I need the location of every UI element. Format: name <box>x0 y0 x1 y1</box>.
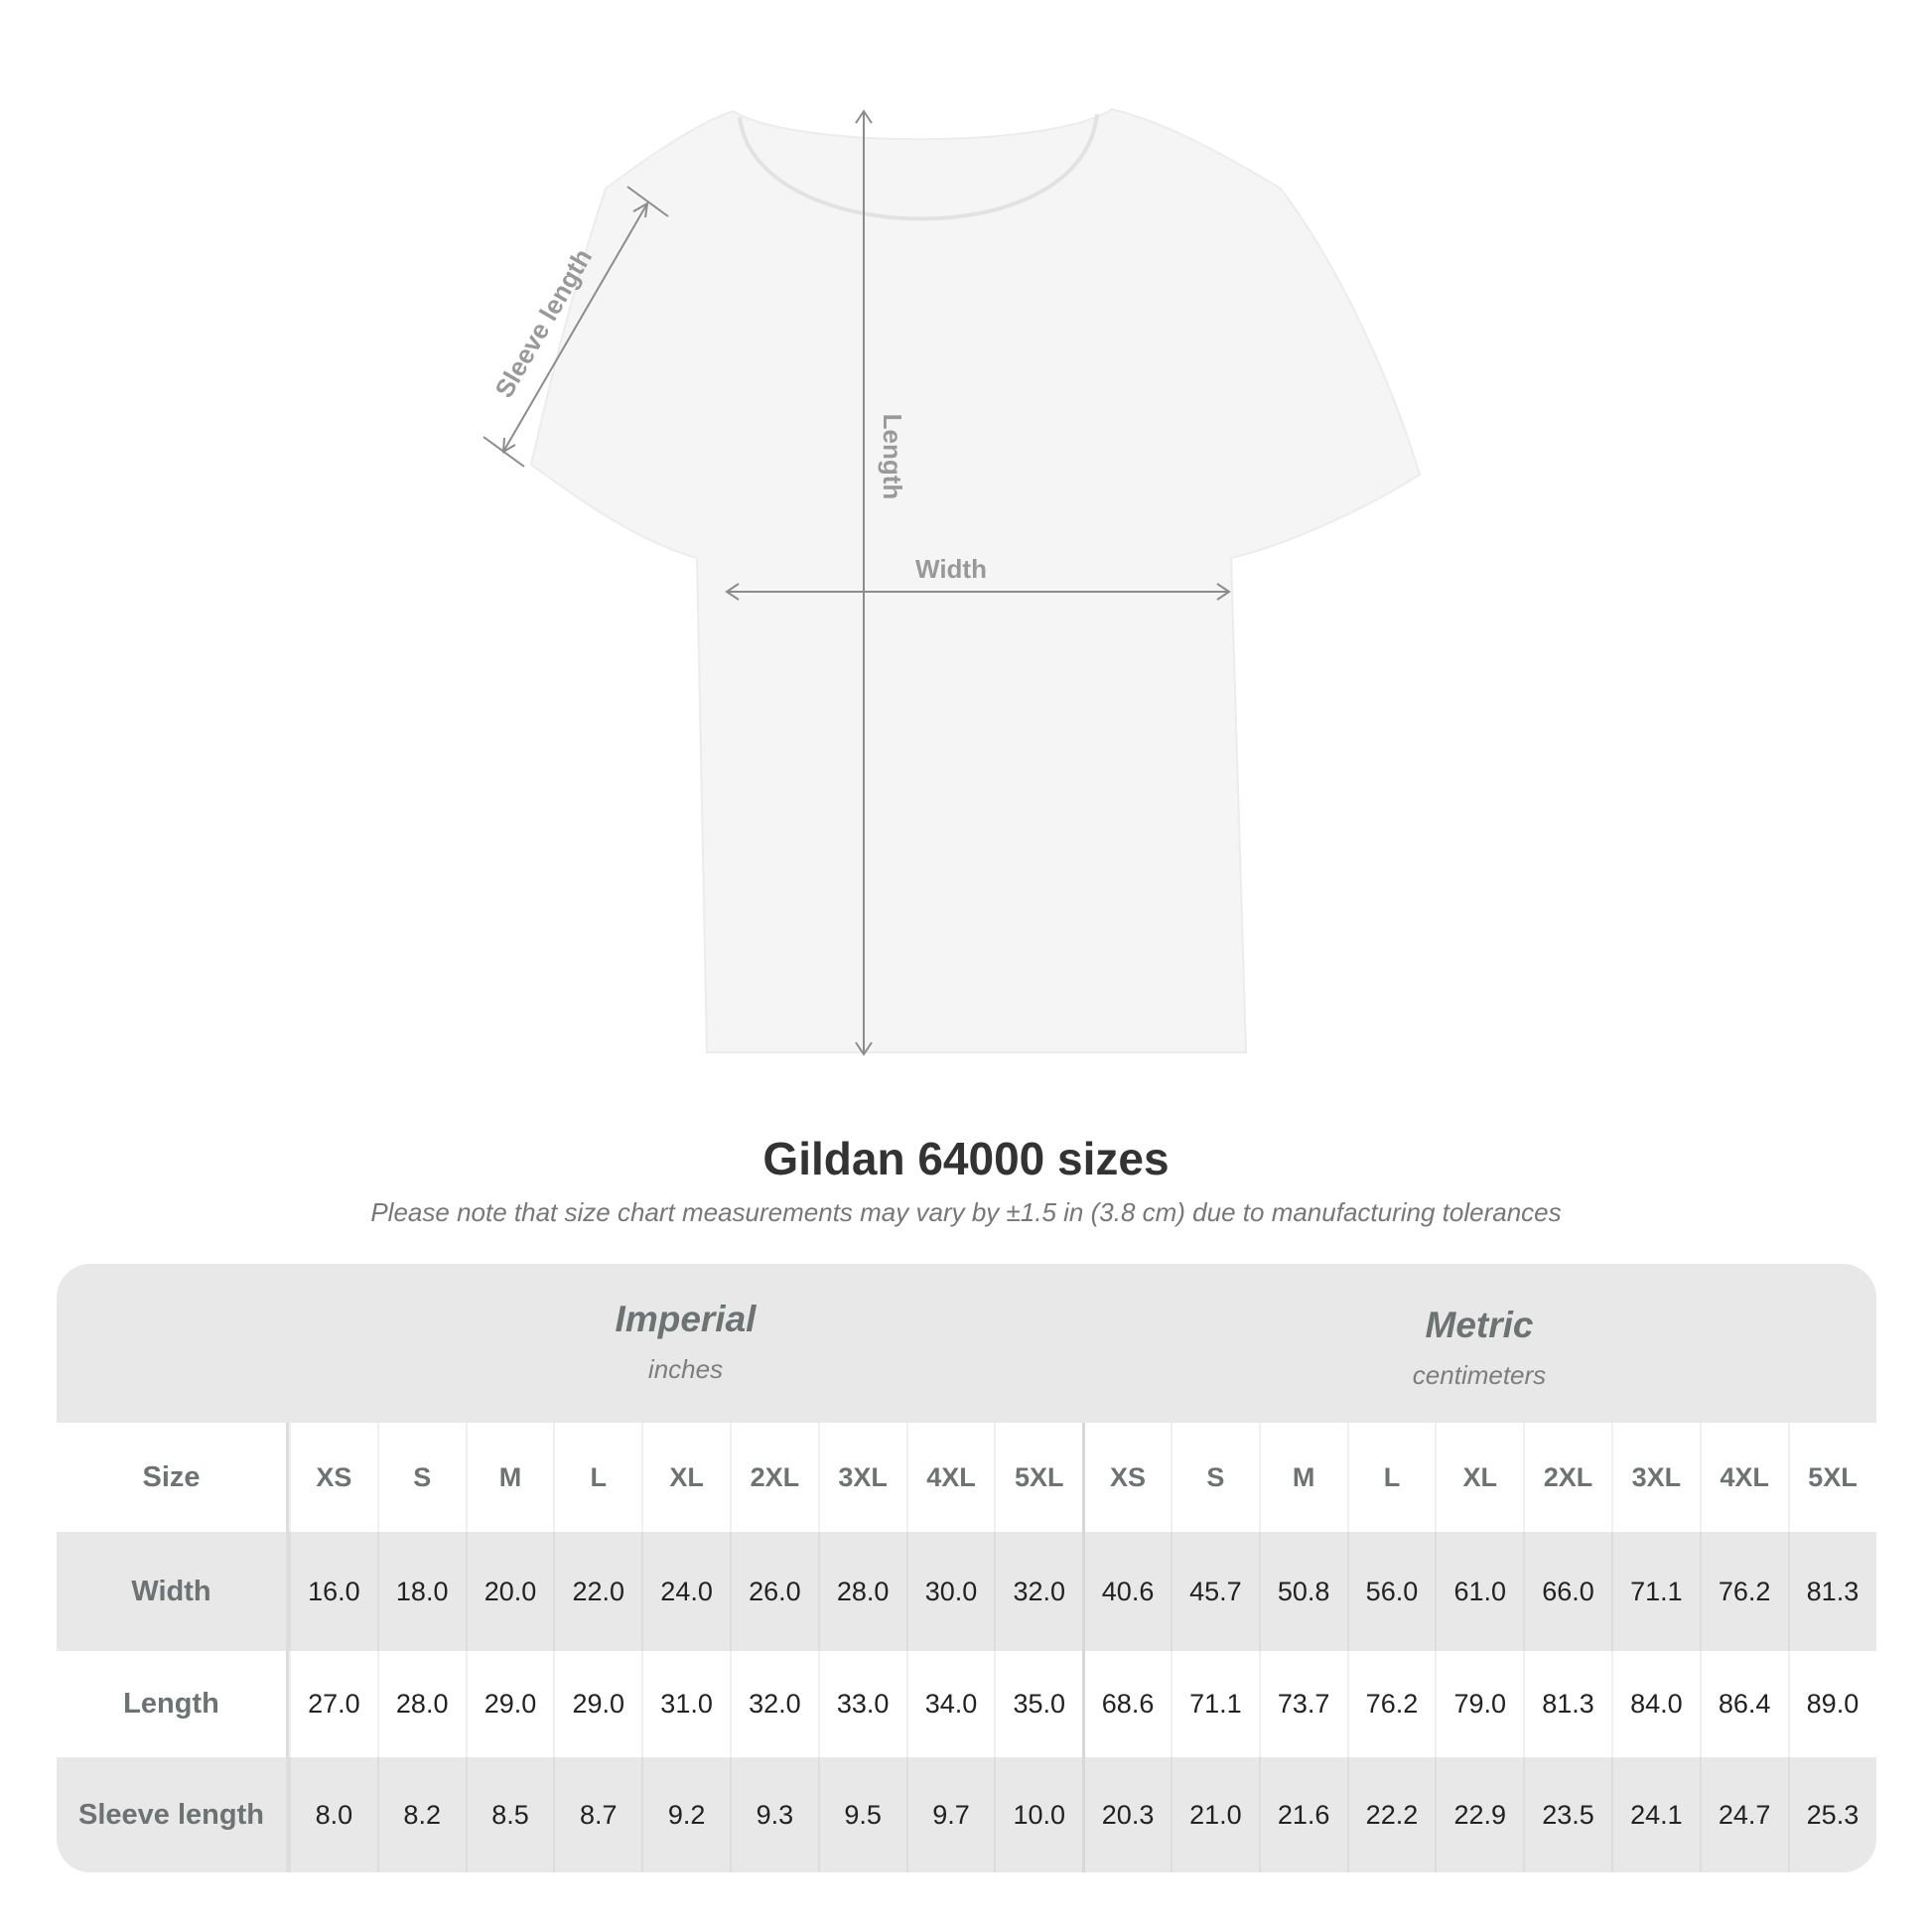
table-cell: L <box>1346 1423 1436 1532</box>
table-cell: XS <box>1082 1423 1171 1532</box>
table-cell: 21.6 <box>1258 1757 1347 1872</box>
tshirt-shape <box>529 107 1422 1053</box>
table-cell: 2XL <box>729 1423 818 1532</box>
table-cell: 21.0 <box>1170 1757 1259 1872</box>
table-cell: 56.0 <box>1346 1532 1436 1651</box>
row-label: Size <box>57 1423 289 1532</box>
table-cell: 8.2 <box>376 1757 466 1872</box>
table-cell: XL <box>1435 1423 1523 1532</box>
table-cell: 26.0 <box>729 1532 818 1651</box>
table-cell: 45.7 <box>1170 1532 1259 1651</box>
table-cell: 16.0 <box>289 1532 377 1651</box>
table-cell: 5XL <box>1787 1423 1876 1532</box>
table-cell: 32.0 <box>729 1651 818 1757</box>
table-cell: 68.6 <box>1082 1651 1171 1757</box>
table-cell: 9.7 <box>905 1757 995 1872</box>
table-cell: 23.5 <box>1523 1757 1611 1872</box>
table-cell: 40.6 <box>1082 1532 1171 1651</box>
table-cell: 76.2 <box>1346 1651 1436 1757</box>
table-cell: 20.0 <box>465 1532 554 1651</box>
size-table: Imperial inches Metric centimeters Size X… <box>57 1264 1876 1872</box>
table-cell: 24.1 <box>1610 1757 1700 1872</box>
table-cell: XS <box>289 1423 377 1532</box>
table-cell: 9.5 <box>817 1757 906 1872</box>
table-row: Length 27.0 28.0 29.0 29.0 31.0 32.0 33.0 34.0 35… <box>57 1651 1876 1757</box>
table-cell: 2XL <box>1523 1423 1611 1532</box>
table-row: Sleeve length 8.0 8.2 8.5 8.7 9.2 9.3 9.5 9.7 10.… <box>57 1757 1876 1872</box>
neckline <box>738 113 1099 221</box>
length-label: Length <box>878 414 907 500</box>
table-cell: 73.7 <box>1258 1651 1347 1757</box>
table-cell: 30.0 <box>905 1532 995 1651</box>
table-cell: 76.2 <box>1699 1532 1788 1651</box>
row-label: Length <box>57 1651 289 1757</box>
table-header: Imperial inches Metric centimeters <box>57 1264 1876 1423</box>
table-cell: 50.8 <box>1258 1532 1347 1651</box>
page-title: Gildan 64000 sizes <box>762 1133 1170 1184</box>
table-cell: 9.2 <box>641 1757 730 1872</box>
table-cell: 28.0 <box>376 1651 466 1757</box>
table-cell: 61.0 <box>1435 1532 1523 1651</box>
row-label: Width <box>57 1532 289 1651</box>
table-cell: 33.0 <box>817 1651 906 1757</box>
table-cell: L <box>553 1423 641 1532</box>
table-cell: 84.0 <box>1610 1651 1700 1757</box>
table-cell: 3XL <box>817 1423 906 1532</box>
table-cell: 20.3 <box>1082 1757 1171 1872</box>
table-cell: 10.0 <box>994 1757 1082 1872</box>
table-cell: 9.3 <box>729 1757 818 1872</box>
table-cell: 29.0 <box>553 1651 641 1757</box>
table-row: Width 16.0 18.0 20.0 22.0 24.0 26.0 28.0 30.0 32.… <box>57 1532 1876 1651</box>
imperial-header: Imperial inches <box>289 1299 1082 1385</box>
table-cell: 34.0 <box>905 1651 995 1757</box>
tshirt-diagram: Sleeve length Length Width <box>483 107 1422 1056</box>
table-cell: 5XL <box>994 1423 1082 1532</box>
table-cell: 89.0 <box>1787 1651 1876 1757</box>
tolerance-note: Please note that size chart measurements… <box>370 1197 1562 1227</box>
table-cell: 8.0 <box>289 1757 377 1872</box>
metric-unit: centimeters <box>1412 1360 1547 1390</box>
table-cell: 3XL <box>1610 1423 1700 1532</box>
width-label: Width <box>915 554 987 584</box>
table-cell: 79.0 <box>1435 1651 1523 1757</box>
table-cell: 81.3 <box>1523 1651 1611 1757</box>
table-cell: 18.0 <box>376 1532 466 1651</box>
metric-header: Metric centimeters <box>1082 1305 1876 1391</box>
table-cell: 22.0 <box>553 1532 641 1651</box>
table-cell: 25.3 <box>1787 1757 1876 1872</box>
table-cell: 22.9 <box>1435 1757 1523 1872</box>
table-cell: 8.5 <box>465 1757 554 1872</box>
table-cell: 66.0 <box>1523 1532 1611 1651</box>
table-cell: 4XL <box>1699 1423 1788 1532</box>
table-cell: 22.2 <box>1346 1757 1436 1872</box>
table-cell: 35.0 <box>994 1651 1082 1757</box>
imperial-title: Imperial <box>615 1299 757 1339</box>
table-cell: XL <box>641 1423 730 1532</box>
table-cell: 24.7 <box>1699 1757 1788 1872</box>
metric-title: Metric <box>1425 1305 1534 1345</box>
table-cell: S <box>1170 1423 1259 1532</box>
row-label: Sleeve length <box>57 1757 289 1872</box>
table-cell: 29.0 <box>465 1651 554 1757</box>
table-cell: 71.1 <box>1610 1532 1700 1651</box>
size-row: Size XS S M L XL 2XL 3XL 4XL 5XL XS S M L XL 2XL 3XL 4XL 5… <box>57 1423 1876 1532</box>
table-cell: 81.3 <box>1787 1532 1876 1651</box>
table-cell: 86.4 <box>1699 1651 1788 1757</box>
table-cell: M <box>1258 1423 1347 1532</box>
table-cell: S <box>376 1423 466 1532</box>
table-cell: 32.0 <box>994 1532 1082 1651</box>
table-cell: 24.0 <box>641 1532 730 1651</box>
table-cell: 28.0 <box>817 1532 906 1651</box>
table-cell: M <box>465 1423 554 1532</box>
table-cell: 27.0 <box>289 1651 377 1757</box>
table-cell: 71.1 <box>1170 1651 1259 1757</box>
table-cell: 4XL <box>905 1423 995 1532</box>
imperial-unit: inches <box>647 1354 724 1384</box>
table-cell: 31.0 <box>641 1651 730 1757</box>
sleeve-arrow <box>502 203 648 453</box>
table-cell: 8.7 <box>553 1757 641 1872</box>
